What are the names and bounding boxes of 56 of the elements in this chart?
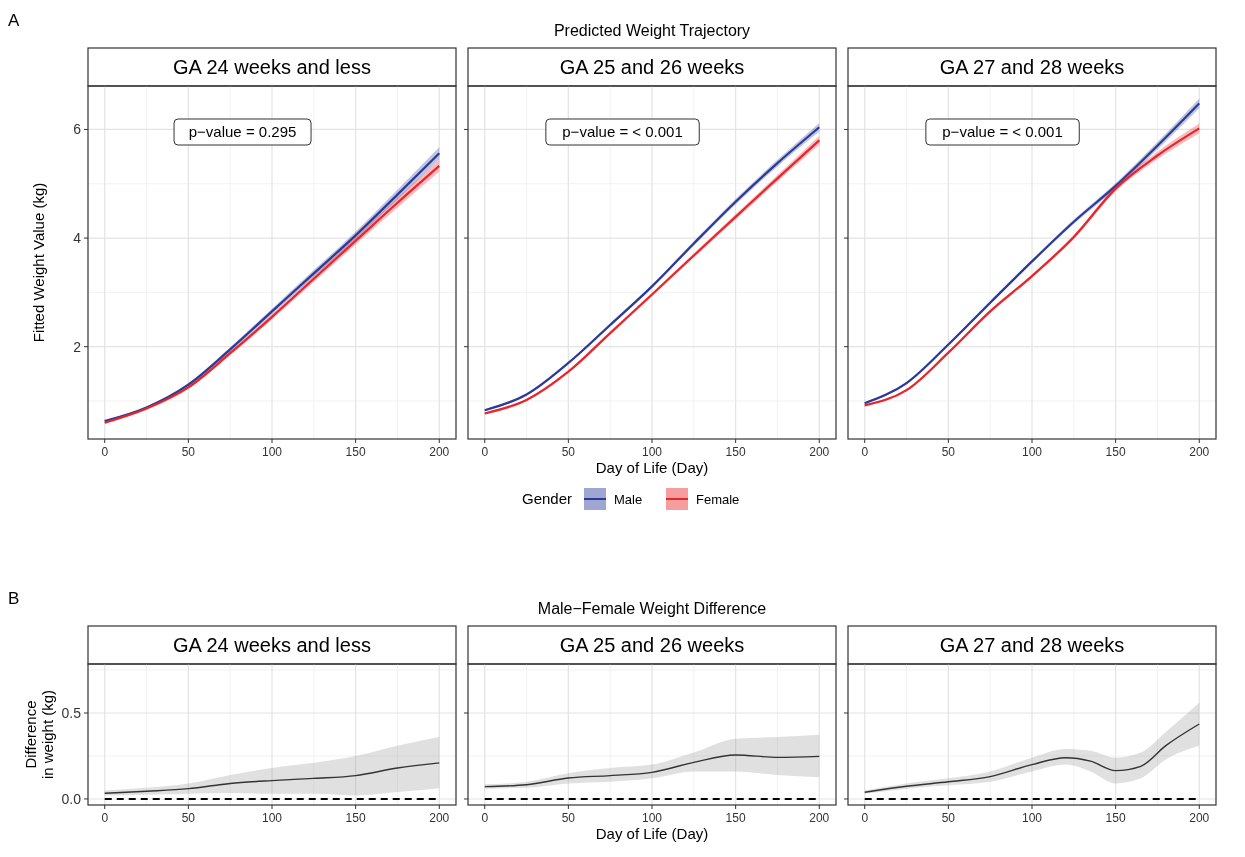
x-tick-label: 0: [861, 811, 869, 825]
x-tick-label: 100: [261, 811, 283, 825]
annotation: p−value = < 0.001: [942, 123, 1063, 140]
x-tick-label: 200: [809, 811, 830, 825]
chart-title: GA 25 and 26 weeks: [559, 56, 745, 78]
x-tick-label: 150: [1105, 811, 1126, 825]
chart-title: GA 25 and 26 weeks: [559, 634, 745, 656]
x-tick-label: 100: [1021, 445, 1043, 459]
y-axis-title: Difference in weight (kg): [22, 689, 56, 780]
x-tick-label: 0: [861, 445, 869, 459]
x-tick-label: 200: [429, 811, 450, 825]
legend-label: Male: [614, 492, 643, 507]
x-tick-label: 200: [809, 445, 830, 459]
x-axis-title: Day of Life (Day): [595, 825, 709, 842]
x-tick-label: 50: [941, 811, 956, 825]
x-tick-label: 50: [561, 811, 576, 825]
x-tick-label: 150: [345, 811, 366, 825]
x-tick-label: 0: [101, 445, 109, 459]
x-tick-label: 0: [481, 811, 489, 825]
x-tick-label: 200: [1189, 811, 1210, 825]
x-axis-title: Day of Life (Day): [595, 459, 709, 476]
y-tick-label: 2: [73, 338, 82, 355]
y-tick-label: 4: [73, 230, 82, 247]
annotation: p−value = 0.295: [188, 123, 297, 140]
x-tick-label: 150: [1105, 445, 1126, 459]
y-tick-label: 0.5: [61, 705, 82, 722]
x-tick-label: 200: [1189, 445, 1210, 459]
x-tick-label: 0: [481, 445, 489, 459]
x-tick-label: 50: [561, 445, 576, 459]
chart-title: GA 24 weeks and less: [173, 634, 371, 656]
line-series: [104, 762, 440, 795]
y-axis-title: Fitted Weight Value (kg): [30, 182, 47, 343]
x-tick-label: 150: [725, 445, 746, 459]
x-tick-label: 50: [181, 445, 196, 459]
x-tick-label: 50: [941, 445, 956, 459]
y-tick-label: 6: [73, 121, 82, 138]
text: Predicted Weight Trajectory: [553, 22, 751, 39]
text: Male−Female Weight Difference: [537, 600, 767, 617]
chart-title: GA 24 weeks and less: [173, 56, 371, 78]
x-tick-label: 0: [101, 811, 109, 825]
x-tick-label: 100: [641, 811, 663, 825]
chart-title: GA 27 and 28 weeks: [939, 634, 1125, 656]
x-tick-label: 200: [429, 445, 450, 459]
text: B: [8, 589, 20, 608]
x-tick-label: 100: [261, 445, 283, 459]
annotation: p−value = < 0.001: [562, 123, 683, 140]
x-tick-label: 50: [181, 811, 196, 825]
x-tick-label: 150: [725, 811, 746, 825]
y-tick-label: 0.0: [61, 790, 82, 807]
x-tick-label: 150: [345, 445, 366, 459]
chart-title: GA 27 and 28 weeks: [939, 56, 1125, 78]
legend-title: Gender: [522, 490, 573, 507]
x-tick-label: 100: [641, 445, 663, 459]
text: A: [8, 11, 20, 30]
legend-label: Female: [696, 492, 740, 507]
x-tick-label: 100: [1021, 811, 1043, 825]
